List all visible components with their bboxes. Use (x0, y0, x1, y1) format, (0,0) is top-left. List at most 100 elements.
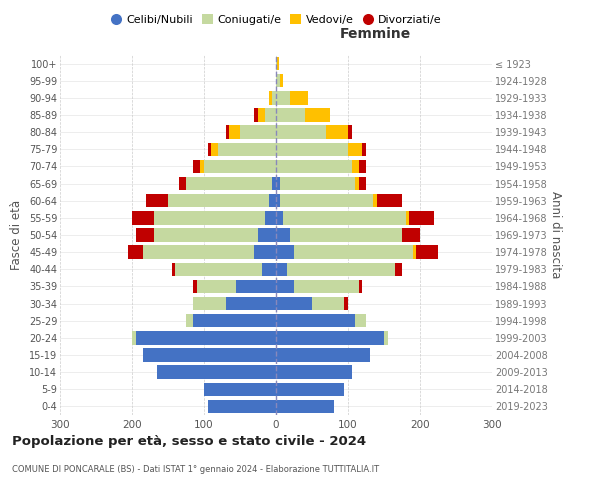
Bar (276, 177, 280, 190)
Bar (193, 314, 276, 328)
Bar (348, 142, 362, 156)
Bar (204, 382, 276, 396)
Legend: Celibi/Nubili, Coniugati/e, Vedovi/e, Divorziati/e: Celibi/Nubili, Coniugati/e, Vedovi/e, Di… (106, 10, 446, 29)
Bar (258, 228, 276, 241)
Bar (193, 297, 226, 310)
Bar (409, 211, 434, 224)
Bar (344, 297, 348, 310)
Bar (226, 297, 276, 310)
Text: COMUNE DI PONCARALE (BS) - Dati ISTAT 1° gennaio 2024 - Elaborazione TUTTITALIA.: COMUNE DI PONCARALE (BS) - Dati ISTAT 1°… (12, 465, 379, 474)
Bar (276, 74, 280, 88)
Bar (146, 194, 168, 207)
Bar (236, 280, 276, 293)
Bar (204, 160, 276, 173)
Bar (136, 331, 276, 344)
Bar (175, 262, 262, 276)
Bar (179, 177, 186, 190)
Bar (240, 126, 276, 139)
Bar (283, 211, 406, 224)
Bar (276, 400, 334, 413)
Bar (287, 262, 395, 276)
Bar (402, 228, 420, 241)
Bar (276, 194, 280, 207)
Bar (197, 280, 236, 293)
Bar (359, 280, 362, 293)
Bar (326, 126, 348, 139)
Bar (193, 160, 200, 173)
Bar (355, 177, 359, 190)
Bar (280, 194, 373, 207)
Bar (290, 228, 402, 241)
Bar (272, 177, 276, 190)
Bar (305, 108, 330, 122)
Bar (262, 262, 276, 276)
Bar (276, 366, 352, 379)
Bar (132, 331, 136, 344)
Bar (276, 382, 344, 396)
Bar (276, 280, 294, 293)
Bar (384, 331, 388, 344)
Bar (226, 126, 229, 139)
Bar (280, 74, 283, 88)
Bar (200, 160, 204, 173)
Bar (208, 142, 211, 156)
Bar (276, 314, 355, 328)
Bar (359, 177, 366, 190)
Bar (352, 160, 359, 173)
Bar (355, 314, 366, 328)
Bar (157, 366, 276, 379)
Text: Femmine: Femmine (340, 26, 411, 40)
Bar (276, 297, 312, 310)
Bar (172, 262, 175, 276)
Bar (348, 126, 352, 139)
Bar (143, 246, 254, 259)
Bar (269, 91, 272, 104)
Bar (265, 108, 276, 122)
Bar (136, 228, 154, 241)
Bar (359, 160, 366, 173)
Bar (312, 297, 344, 310)
Bar (413, 246, 416, 259)
Bar (416, 246, 438, 259)
Bar (362, 142, 366, 156)
Y-axis label: Anni di nascita: Anni di nascita (548, 192, 562, 278)
Bar (132, 211, 154, 224)
Bar (254, 246, 276, 259)
Bar (265, 211, 276, 224)
Bar (276, 211, 283, 224)
Bar (143, 348, 276, 362)
Bar (276, 57, 277, 70)
Bar (276, 126, 326, 139)
Bar (276, 331, 384, 344)
Bar (272, 91, 276, 104)
Bar (276, 160, 352, 173)
Bar (276, 108, 305, 122)
Bar (294, 246, 413, 259)
Bar (269, 194, 276, 207)
Bar (276, 228, 290, 241)
Text: Popolazione per età, sesso e stato civile - 2024: Popolazione per età, sesso e stato civil… (12, 435, 366, 448)
Bar (186, 314, 193, 328)
Bar (208, 400, 276, 413)
Bar (395, 262, 402, 276)
Bar (294, 280, 359, 293)
Bar (193, 280, 197, 293)
Bar (128, 246, 143, 259)
Bar (290, 91, 308, 104)
Bar (154, 211, 265, 224)
Bar (154, 228, 258, 241)
Bar (168, 194, 269, 207)
Bar (377, 194, 402, 207)
Y-axis label: Fasce di età: Fasce di età (10, 200, 23, 270)
Bar (211, 142, 218, 156)
Bar (186, 177, 272, 190)
Bar (254, 108, 258, 122)
Bar (406, 211, 409, 224)
Bar (276, 246, 294, 259)
Bar (277, 57, 279, 70)
Bar (276, 262, 287, 276)
Bar (280, 177, 355, 190)
Bar (373, 194, 377, 207)
Bar (229, 126, 240, 139)
Bar (258, 108, 265, 122)
